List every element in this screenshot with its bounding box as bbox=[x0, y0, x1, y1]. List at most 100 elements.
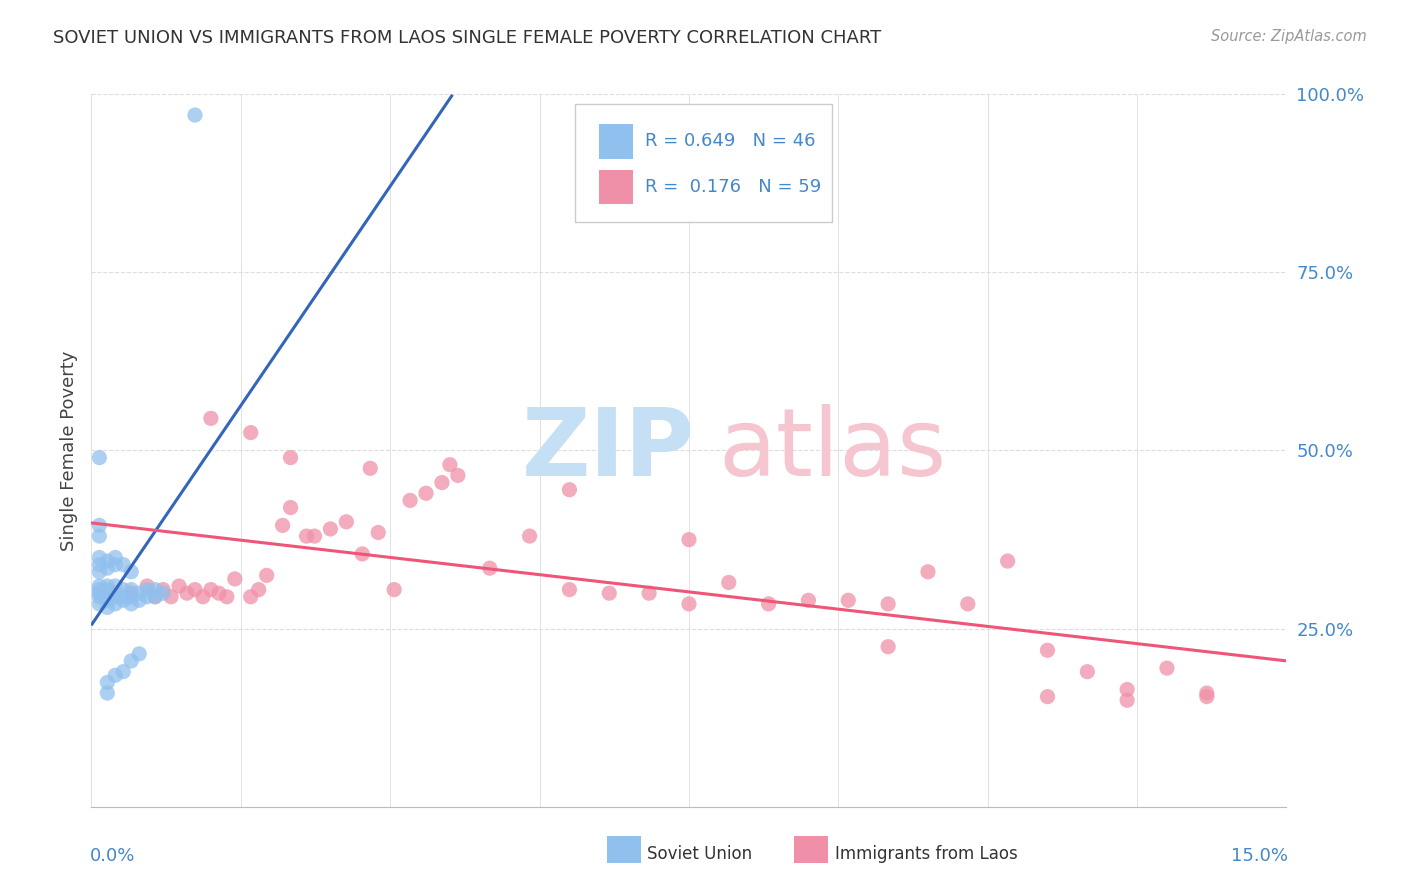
Point bbox=[519, 529, 541, 543]
Point bbox=[89, 550, 111, 565]
Point bbox=[104, 586, 127, 600]
Point bbox=[439, 458, 461, 472]
Point bbox=[997, 554, 1019, 568]
Point bbox=[598, 586, 620, 600]
Text: Source: ZipAtlas.com: Source: ZipAtlas.com bbox=[1211, 29, 1367, 44]
Point bbox=[247, 582, 270, 597]
Point bbox=[367, 525, 389, 540]
Point bbox=[1116, 693, 1139, 707]
Point bbox=[96, 593, 118, 607]
Point bbox=[96, 600, 118, 615]
Point bbox=[352, 547, 374, 561]
Point bbox=[558, 582, 581, 597]
Point bbox=[120, 654, 142, 668]
Point bbox=[160, 590, 183, 604]
Point bbox=[200, 582, 222, 597]
Point bbox=[335, 515, 357, 529]
Point bbox=[1076, 665, 1098, 679]
Point bbox=[1195, 686, 1218, 700]
Point bbox=[143, 582, 166, 597]
Point bbox=[447, 468, 470, 483]
Point bbox=[1156, 661, 1178, 675]
Point bbox=[877, 597, 900, 611]
Point bbox=[120, 565, 142, 579]
Point bbox=[128, 586, 150, 600]
Point bbox=[96, 590, 118, 604]
Point bbox=[96, 675, 118, 690]
Point bbox=[96, 579, 118, 593]
Point bbox=[89, 565, 111, 579]
Point bbox=[96, 561, 118, 575]
Point bbox=[176, 586, 198, 600]
Point bbox=[956, 597, 979, 611]
Point bbox=[382, 582, 405, 597]
Text: atlas: atlas bbox=[718, 404, 948, 497]
Point bbox=[112, 582, 135, 597]
Point bbox=[295, 529, 318, 543]
Point bbox=[215, 590, 238, 604]
Point bbox=[136, 582, 159, 597]
Point bbox=[104, 558, 127, 572]
Point bbox=[837, 593, 859, 607]
Point bbox=[104, 550, 127, 565]
Point bbox=[96, 554, 118, 568]
Text: Soviet Union: Soviet Union bbox=[647, 845, 752, 863]
Point bbox=[104, 579, 127, 593]
Point bbox=[638, 586, 661, 600]
Point bbox=[96, 686, 118, 700]
Point bbox=[120, 597, 142, 611]
Point bbox=[112, 590, 135, 604]
Y-axis label: Single Female Poverty: Single Female Poverty bbox=[59, 351, 77, 550]
Point bbox=[280, 450, 302, 465]
Point bbox=[717, 575, 740, 590]
Point bbox=[112, 593, 135, 607]
Point bbox=[128, 647, 150, 661]
Point bbox=[120, 582, 142, 597]
Point bbox=[271, 518, 294, 533]
Point bbox=[143, 590, 166, 604]
Point bbox=[89, 529, 111, 543]
Point bbox=[167, 579, 190, 593]
Point bbox=[304, 529, 326, 543]
Point bbox=[280, 500, 302, 515]
Point bbox=[678, 533, 700, 547]
Point bbox=[1036, 690, 1059, 704]
Point bbox=[1036, 643, 1059, 657]
Point bbox=[89, 450, 111, 465]
Text: 0.0%: 0.0% bbox=[90, 847, 135, 864]
Text: Immigrants from Laos: Immigrants from Laos bbox=[835, 845, 1018, 863]
FancyBboxPatch shape bbox=[599, 170, 633, 204]
Point bbox=[120, 586, 142, 600]
Point bbox=[89, 582, 111, 597]
Point bbox=[917, 565, 939, 579]
Point bbox=[430, 475, 453, 490]
Point bbox=[399, 493, 422, 508]
Point bbox=[89, 586, 111, 600]
Point bbox=[319, 522, 342, 536]
Point bbox=[89, 590, 111, 604]
Point bbox=[256, 568, 278, 582]
Point bbox=[96, 582, 118, 597]
Text: ZIP: ZIP bbox=[522, 404, 695, 497]
Point bbox=[89, 558, 111, 572]
Point bbox=[415, 486, 437, 500]
Point bbox=[112, 558, 135, 572]
Point bbox=[359, 461, 381, 475]
Point bbox=[478, 561, 501, 575]
Point bbox=[184, 582, 207, 597]
Point bbox=[136, 579, 159, 593]
Point bbox=[239, 425, 262, 440]
Point bbox=[1116, 682, 1139, 697]
Point bbox=[239, 590, 262, 604]
Text: 15.0%: 15.0% bbox=[1230, 847, 1288, 864]
Point bbox=[208, 586, 231, 600]
Text: R = 0.649   N = 46: R = 0.649 N = 46 bbox=[645, 133, 815, 151]
Point bbox=[558, 483, 581, 497]
Point bbox=[152, 586, 174, 600]
Point bbox=[152, 582, 174, 597]
Point bbox=[128, 593, 150, 607]
Text: SOVIET UNION VS IMMIGRANTS FROM LAOS SINGLE FEMALE POVERTY CORRELATION CHART: SOVIET UNION VS IMMIGRANTS FROM LAOS SIN… bbox=[53, 29, 882, 46]
Point bbox=[104, 597, 127, 611]
Point bbox=[184, 108, 207, 122]
Point bbox=[877, 640, 900, 654]
